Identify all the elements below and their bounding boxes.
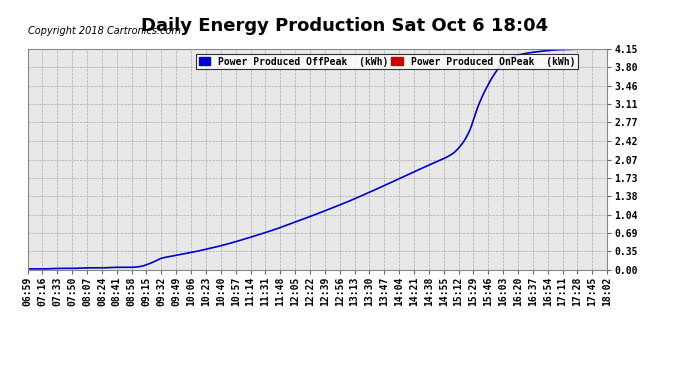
Text: Copyright 2018 Cartronics.com: Copyright 2018 Cartronics.com — [28, 26, 181, 36]
Text: Daily Energy Production Sat Oct 6 18:04: Daily Energy Production Sat Oct 6 18:04 — [141, 17, 549, 35]
Legend: Power Produced OffPeak  (kWh), Power Produced OnPeak  (kWh): Power Produced OffPeak (kWh), Power Prod… — [196, 54, 578, 69]
